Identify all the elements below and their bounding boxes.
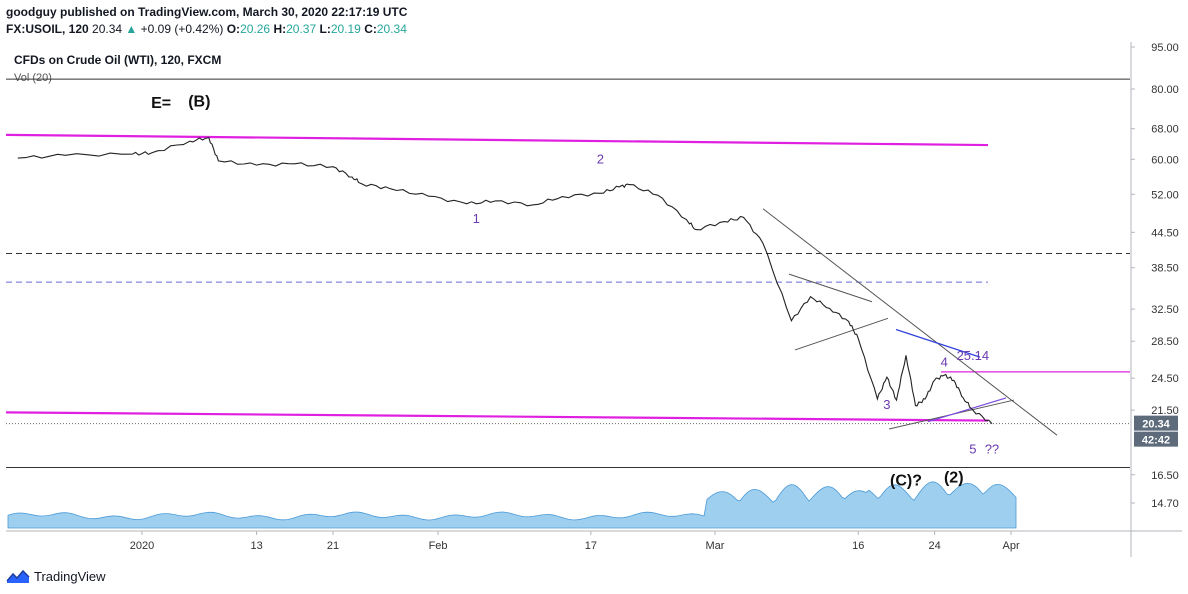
downtrend-line xyxy=(762,208,1058,436)
y-tick-label-5: 44.50 xyxy=(1151,227,1179,239)
price-tag-bg xyxy=(1134,415,1178,431)
y-tick-label-2: 68.00 xyxy=(1151,124,1179,136)
close-label: C: xyxy=(364,22,377,36)
x-tick-label-2: 21 xyxy=(327,540,339,552)
ohlc-line: FX:USOIL, 120 20.34 ▲ +0.09 (+0.42%) O:2… xyxy=(6,21,407,38)
y-tick-label-10: 21.50 xyxy=(1151,405,1179,417)
x-tick-label-4: 17 xyxy=(585,540,597,552)
price-chart[interactable]: CFDs on Crude Oil (WTI), 120, FXCM Vol (2… xyxy=(6,42,1182,557)
x-tick-label-6: 16 xyxy=(852,540,864,552)
countdown-tag-bg xyxy=(1134,431,1178,447)
annotation-9: (C)? xyxy=(890,472,922,489)
annotation-6: 25.14 xyxy=(957,348,990,363)
close-value: 20.34 xyxy=(376,22,407,36)
y-tick-label-8: 28.50 xyxy=(1151,336,1179,348)
y-tick-label-11: 16.50 xyxy=(1151,470,1179,482)
y-tick-label-6: 38.50 xyxy=(1151,263,1179,275)
y-tick-label-12: 14.70 xyxy=(1151,498,1179,510)
y-tick-label-7: 32.50 xyxy=(1151,304,1179,316)
published-line: goodguy published on TradingView.com, Ma… xyxy=(6,5,408,19)
magenta-upper-line xyxy=(6,133,989,147)
low-value: 20.19 xyxy=(330,22,361,36)
chart-area[interactable]: CFDs on Crude Oil (WTI), 120, FXCM Vol (2… xyxy=(6,42,1182,557)
x-tick-label-0: 2020 xyxy=(130,540,154,552)
symbol[interactable]: FX:USOIL, 120 xyxy=(6,22,89,36)
annotation-5: 4 xyxy=(941,354,948,369)
change-value: +0.09 (+0.42%) xyxy=(140,22,224,36)
x-tick-label-7: 24 xyxy=(929,540,941,552)
blue-resistance-line xyxy=(895,328,981,358)
annotation-1: (B) xyxy=(188,93,210,110)
x-tick-label-3: Feb xyxy=(429,540,448,552)
y-tick-label-3: 60.00 xyxy=(1151,154,1179,166)
magenta-lower-line xyxy=(6,411,989,422)
footer: TradingView xyxy=(6,565,106,587)
purple-support-line xyxy=(927,397,1007,423)
legend-volume: Vol (20) xyxy=(14,72,52,84)
tradingview-logo-icon[interactable] xyxy=(6,568,30,584)
open-label: O: xyxy=(226,22,241,36)
brand-name[interactable]: TradingView xyxy=(34,568,106,584)
high-label: H: xyxy=(273,22,287,36)
legend-title: CFDs on Crude Oil (WTI), 120, FXCM xyxy=(14,53,221,67)
annotation-10: (2) xyxy=(944,469,964,486)
open-value: 20.26 xyxy=(240,22,271,36)
x-tick-label-5: Mar xyxy=(706,540,725,552)
change-arrow: ▲ xyxy=(125,22,138,36)
y-tick-label-0: 95.00 xyxy=(1151,42,1179,54)
y-tick-label-4: 52.00 xyxy=(1151,189,1179,201)
annotation-7: 5 xyxy=(969,442,976,457)
x-tick-label-8: Apr xyxy=(1002,540,1019,552)
volume-area xyxy=(7,481,1017,529)
price-line xyxy=(17,136,993,424)
annotation-8: ?? xyxy=(985,442,999,457)
low-label: L: xyxy=(319,22,331,36)
countdown-tag-label: 42:42 xyxy=(1142,435,1170,447)
x-tick-label-1: 13 xyxy=(250,540,262,552)
annotation-3: 2 xyxy=(597,151,604,166)
annotation-2: 1 xyxy=(473,211,480,226)
annotation-4: 3 xyxy=(883,397,890,412)
chart-header: goodguy published on TradingView.com, Ma… xyxy=(6,4,407,38)
price-tag-label: 20.34 xyxy=(1142,419,1170,431)
high-value: 20.37 xyxy=(286,22,317,36)
annotation-0: E= xyxy=(151,95,171,112)
y-tick-label-1: 80.00 xyxy=(1151,84,1179,96)
y-tick-label-9: 24.50 xyxy=(1151,373,1179,385)
triangle-upper-line xyxy=(788,273,873,303)
triangle-lower-line xyxy=(794,317,889,351)
last-price: 20.34 xyxy=(92,22,123,36)
